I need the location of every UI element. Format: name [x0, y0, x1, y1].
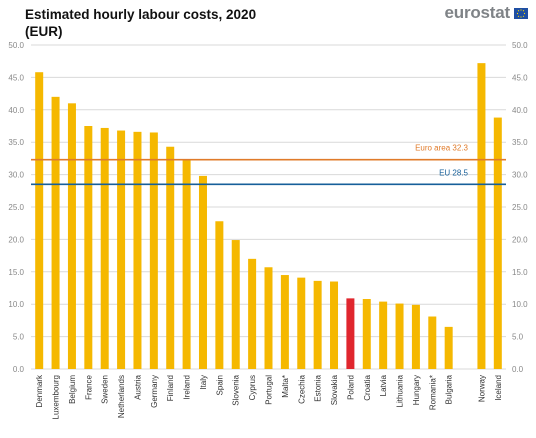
chart-title: Estimated hourly labour costs, 2020 (EUR… — [25, 6, 256, 40]
x-tick-label: Belgium — [68, 375, 77, 404]
chart-title-line-2: (EUR) — [25, 24, 63, 39]
bar-luxembourg — [51, 96, 60, 369]
eu-label: EU 28.5 — [439, 168, 468, 177]
y-tick-label-right: 30.0 — [512, 171, 528, 180]
x-tick-label: Lithuania — [396, 374, 405, 407]
x-tick-label: Slovenia — [232, 374, 241, 405]
x-tick-label: Croatia — [363, 374, 372, 400]
y-tick-label-left: 20.0 — [8, 235, 24, 244]
x-tick-label: Iceland — [494, 375, 503, 401]
x-tick-label: Hungary — [412, 375, 421, 405]
bar-romania — [428, 316, 437, 369]
x-tick-label: Estonia — [314, 374, 323, 401]
x-tick-label: Italy — [199, 375, 208, 390]
y-tick-label-right: 10.0 — [512, 300, 528, 309]
x-tick-label: Portugal — [265, 375, 274, 405]
x-tick-label: Cyprus — [248, 375, 257, 400]
y-tick-label-left: 5.0 — [13, 333, 25, 342]
y-tick-label-left: 0.0 — [13, 365, 25, 374]
y-tick-label-left: 10.0 — [8, 300, 24, 309]
bar-poland — [346, 298, 355, 369]
y-tick-label-left: 30.0 — [8, 171, 24, 180]
x-tick-label: Norway — [477, 375, 486, 402]
x-tick-label: Spain — [215, 375, 224, 395]
bar-norway — [477, 63, 486, 369]
bar-italy — [198, 175, 207, 369]
bar-cyprus — [248, 258, 257, 369]
bar-malta — [280, 275, 289, 369]
x-tick-label: Germany — [150, 375, 159, 408]
x-tick-label: Poland — [346, 375, 355, 400]
bar-portugal — [264, 267, 273, 369]
y-tick-label-right: 45.0 — [512, 73, 528, 82]
bar-ireland — [182, 159, 191, 369]
y-tick-label-right: 35.0 — [512, 138, 528, 147]
bar-bulgaria — [444, 326, 453, 369]
y-tick-label-right: 25.0 — [512, 203, 528, 212]
x-tick-label: Sweden — [101, 375, 110, 404]
x-tick-label: France — [84, 374, 93, 399]
logo-text: eurostat — [444, 3, 511, 22]
y-tick-label-right: 20.0 — [512, 235, 528, 244]
bar-slovakia — [330, 281, 339, 369]
y-tick-label-left: 45.0 — [8, 73, 24, 82]
bar-latvia — [379, 301, 388, 369]
y-tick-label-right: 15.0 — [512, 268, 528, 277]
x-tick-label: Czechia — [297, 374, 306, 403]
x-tick-label: Luxembourg — [52, 375, 61, 419]
x-tick-label: Romania* — [428, 375, 437, 410]
y-tick-label-left: 40.0 — [8, 106, 24, 115]
x-tick-label: Finland — [166, 375, 175, 401]
bar-germany — [149, 132, 158, 369]
bar-croatia — [362, 299, 371, 369]
bar-lithuania — [395, 303, 404, 369]
y-tick-label-right: 40.0 — [512, 106, 528, 115]
y-tick-label-left: 15.0 — [8, 268, 24, 277]
y-tick-label-left: 50.0 — [8, 41, 24, 50]
chart-title-line-1: Estimated hourly labour costs, 2020 — [25, 7, 257, 22]
bar-austria — [133, 131, 142, 369]
bar-slovenia — [231, 240, 240, 369]
x-tick-label: Bulgaria — [445, 374, 454, 404]
eurostat-logo: eurostat — [445, 3, 528, 23]
bar-czechia — [297, 277, 306, 369]
x-tick-label: Netherlands — [117, 375, 126, 418]
x-tick-label: Slovakia — [330, 374, 339, 405]
x-tick-label: Ireland — [183, 375, 192, 399]
bar-hungary — [411, 304, 420, 369]
bar-netherlands — [117, 130, 126, 369]
euro-area-label: Euro area 32.3 — [415, 144, 468, 153]
bar-france — [84, 126, 93, 369]
bar-belgium — [67, 103, 76, 369]
bar-spain — [215, 221, 224, 369]
eu-flag-icon — [514, 7, 528, 19]
y-tick-label-right: 50.0 — [512, 41, 528, 50]
x-tick-label: Austria — [133, 374, 142, 399]
bar-estonia — [313, 280, 322, 369]
y-tick-label-left: 35.0 — [8, 138, 24, 147]
bar-denmark — [35, 72, 44, 369]
y-tick-label-left: 25.0 — [8, 203, 24, 212]
y-tick-label-right: 0.0 — [512, 365, 524, 374]
bar-sweden — [100, 127, 109, 369]
x-tick-label: Denmark — [35, 374, 44, 407]
y-tick-label-right: 5.0 — [512, 333, 524, 342]
x-tick-label: Latvia — [379, 374, 388, 396]
bar-iceland — [493, 117, 502, 370]
x-tick-label: Malta* — [281, 375, 290, 398]
bar-finland — [166, 146, 175, 369]
